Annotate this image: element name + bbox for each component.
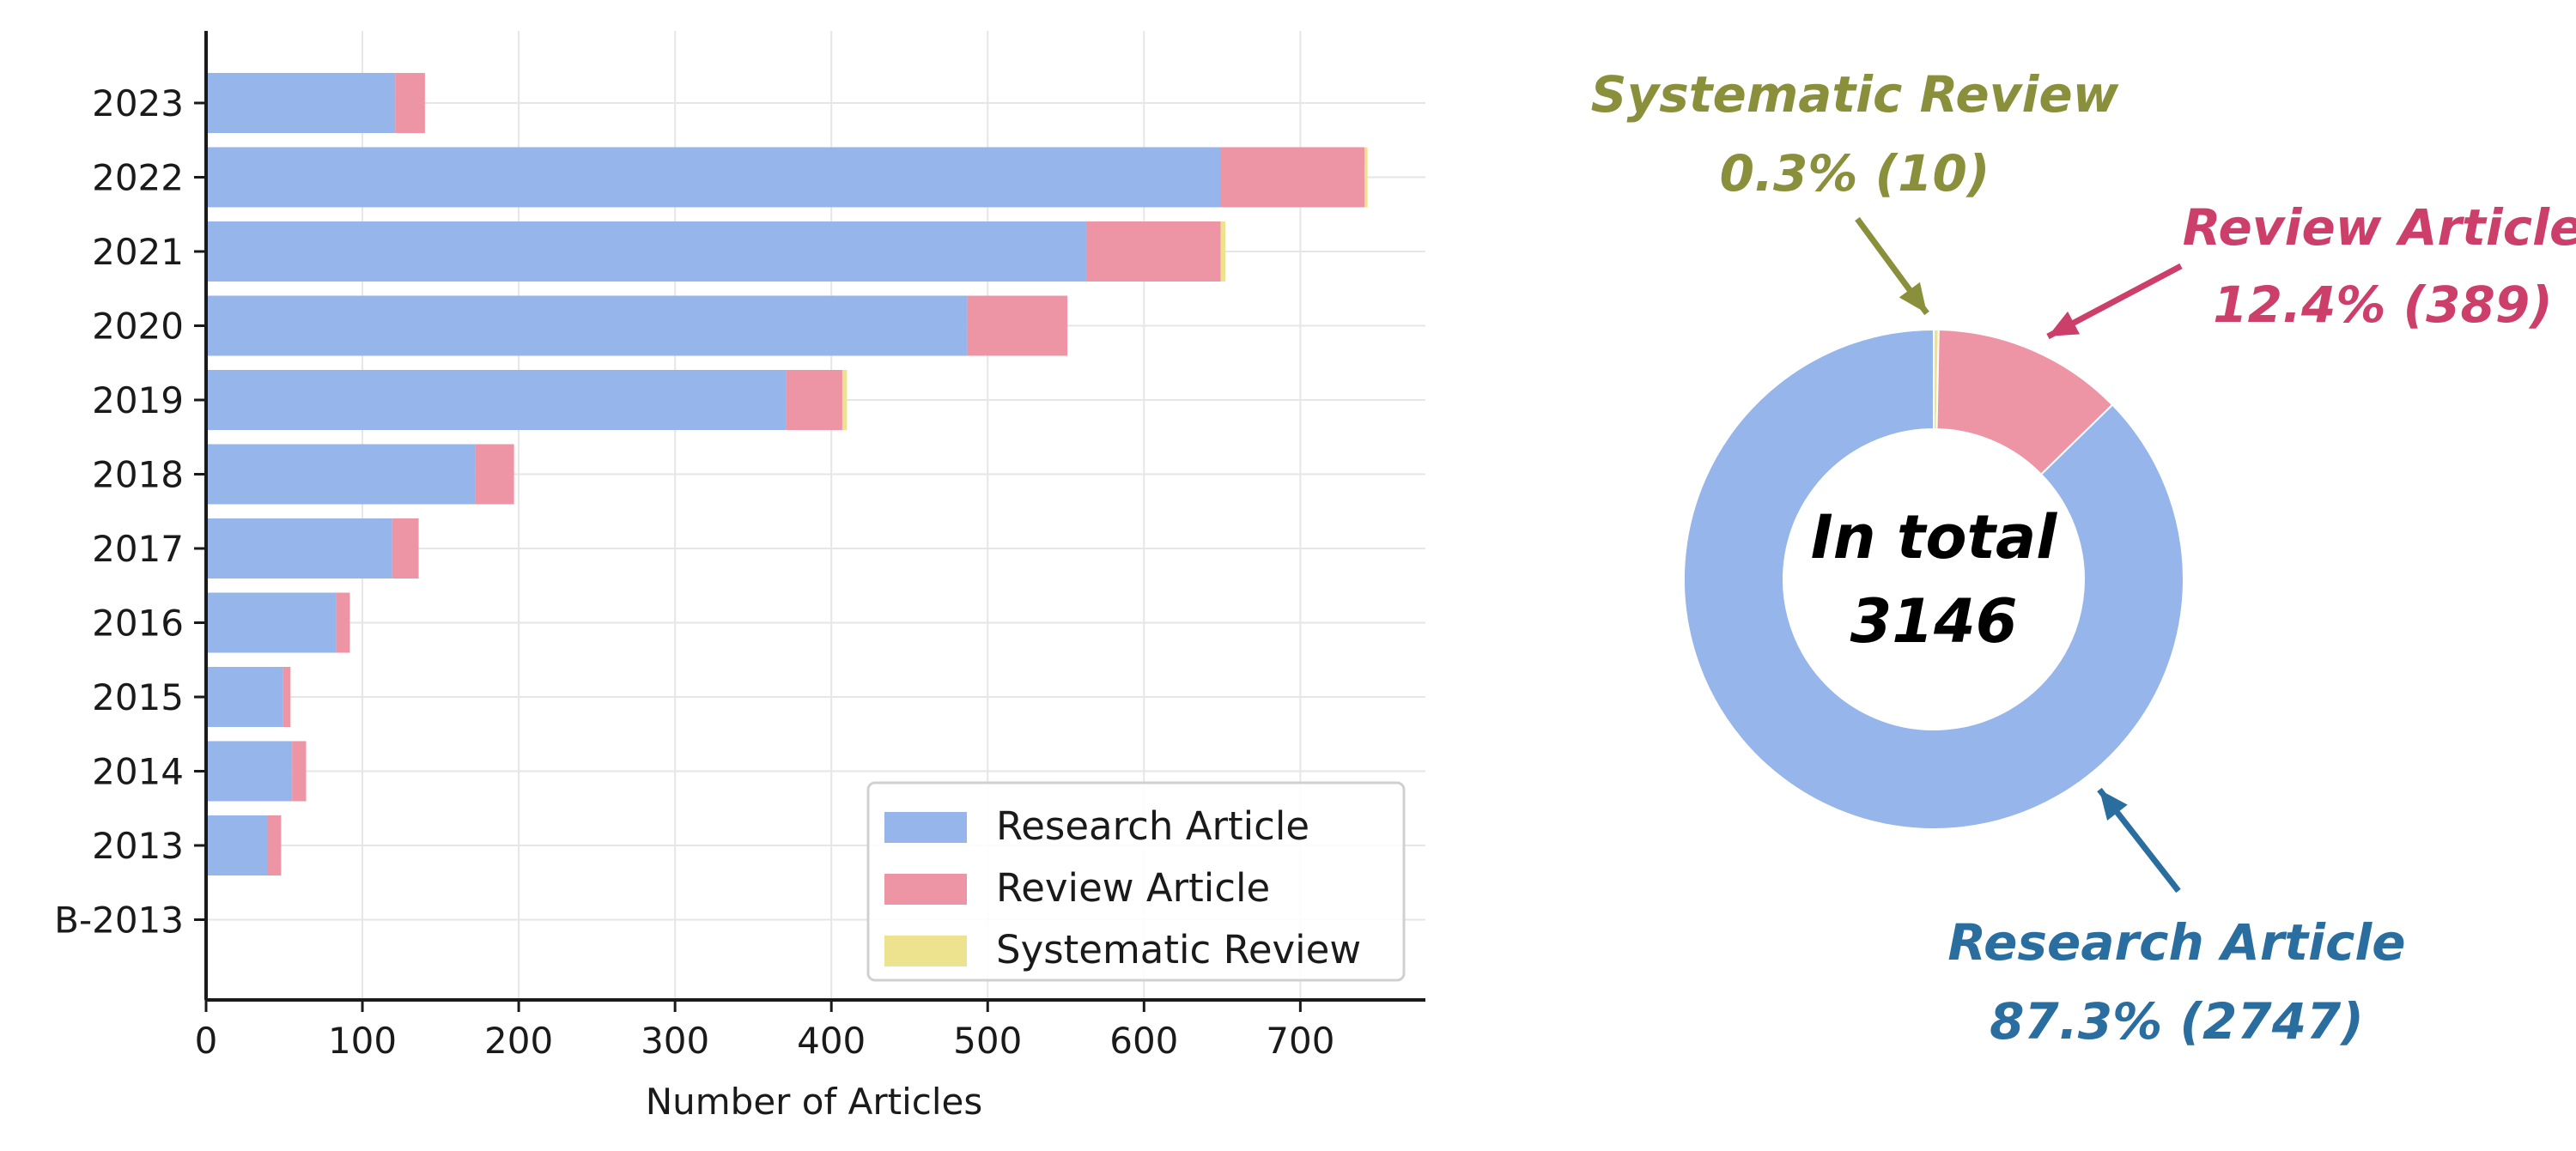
- bars: [206, 73, 1368, 875]
- bar-segment: [475, 444, 514, 505]
- y-tick-label: 2013: [92, 825, 184, 867]
- legend-swatch: [884, 812, 967, 843]
- legend-label: Review Article: [996, 865, 1270, 911]
- center-label-line-1: In total: [1811, 502, 2058, 572]
- bar-segment: [1220, 221, 1225, 282]
- bar-segment: [206, 295, 968, 356]
- y-tick-label: 2021: [92, 231, 184, 273]
- callout-arrow-head: [2048, 311, 2081, 336]
- bar-segment: [395, 73, 425, 133]
- slice-label-name: Research Article: [1947, 913, 2405, 972]
- bar-segment: [292, 741, 307, 802]
- x-tick-label: 400: [797, 1020, 866, 1062]
- bar-segment: [206, 592, 337, 653]
- bar-segment: [206, 667, 283, 727]
- y-tick-label: 2019: [92, 379, 184, 421]
- slice-label-name: Review Article: [2183, 198, 2576, 257]
- y-tick-label: 2018: [92, 454, 184, 496]
- x-tick-label: 300: [641, 1020, 709, 1062]
- legend-swatch: [884, 874, 967, 905]
- y-tick-label: 2022: [92, 157, 184, 199]
- bar-chart: 2023 2022 2021 2020 2019 2018 2017 2016 2015 2014…: [54, 31, 1425, 1123]
- legend: Research Article Review Article Systematic…: [866, 781, 1406, 982]
- bar-segment: [392, 518, 419, 579]
- bar-segment: [206, 444, 476, 505]
- y-tick-labels: 2023 2022 2021 2020 2019 2018 2017 2016 2015 2014…: [54, 82, 184, 942]
- slice-label-value: 12.4% (389): [2213, 276, 2553, 334]
- x-tick-label: 600: [1109, 1020, 1178, 1062]
- y-tick-label: 2020: [92, 306, 184, 348]
- callout-arrow-head: [2099, 790, 2128, 821]
- y-tick-label: B-2013: [54, 900, 184, 942]
- legend-swatch: [884, 936, 967, 966]
- x-tick-label: 200: [484, 1020, 553, 1062]
- y-tick-label: 2016: [92, 603, 184, 645]
- axes: [194, 31, 1425, 1012]
- bar-segment: [206, 221, 1086, 282]
- bar-segment: [967, 295, 1068, 356]
- x-tick-label: 100: [328, 1020, 397, 1062]
- donut-hole: [1783, 429, 2084, 730]
- x-axis-label: Number of Articles: [646, 1081, 983, 1123]
- x-tick-labels: 0 100 200 300 400 500 600 700: [195, 1020, 1335, 1062]
- bar-segment: [206, 518, 392, 579]
- x-tick-label: 700: [1266, 1020, 1334, 1062]
- x-tick-label: 500: [953, 1020, 1022, 1062]
- slice-label-value: 0.3% (10): [1720, 144, 1990, 203]
- bar-segment: [841, 370, 848, 430]
- y-tick-label: 2015: [92, 676, 184, 718]
- bar-segment: [786, 370, 842, 430]
- bar-segment: [206, 741, 293, 802]
- donut-chart: In total 3146 Systematic Review 0.3% (10)…: [1591, 65, 2576, 1051]
- center-label-total: 3146: [1850, 586, 2018, 657]
- y-tick-label: 2023: [92, 82, 184, 124]
- callout-arrow-head: [1899, 282, 1927, 313]
- bar-segment: [1220, 147, 1364, 208]
- y-tick-label: 2017: [92, 528, 184, 570]
- legend-frame: [866, 781, 1406, 982]
- x-tick-label: 0: [195, 1020, 218, 1062]
- bar-segment: [336, 592, 350, 653]
- bar-segment: [283, 667, 291, 727]
- slice-label-value: 87.3% (2747): [1990, 992, 2364, 1051]
- bar-segment: [1364, 147, 1368, 208]
- legend-label: Research Article: [996, 803, 1309, 849]
- bar-segment: [206, 370, 787, 430]
- slice-callouts: Systematic Review 0.3% (10) Review Article…: [1591, 65, 2576, 1051]
- slice-label-name: Systematic Review: [1591, 65, 2119, 124]
- bar-segment: [267, 815, 282, 875]
- y-tick-label: 2014: [92, 751, 184, 793]
- bar-segment: [206, 73, 396, 133]
- legend-label: Systematic Review: [996, 927, 1361, 972]
- legend-items: Research Article Review Article Systematic…: [884, 803, 1361, 972]
- bar-segment: [206, 147, 1221, 208]
- bar-segment: [1085, 221, 1221, 282]
- bar-segment: [206, 815, 267, 875]
